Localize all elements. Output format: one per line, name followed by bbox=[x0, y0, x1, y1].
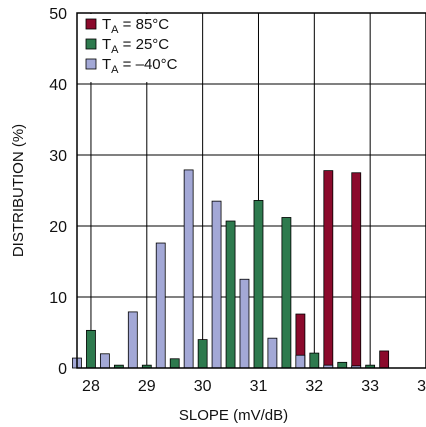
legend: TA = 85°CTA = 25°CTA = –40°C bbox=[78, 14, 190, 82]
bar-25C-32 bbox=[309, 352, 320, 369]
y-tick-label: 50 bbox=[49, 6, 67, 23]
x-tick-label: 29 bbox=[138, 378, 156, 395]
legend-swatch bbox=[85, 18, 97, 30]
x-axis-title: SLOPE (mV/dB) bbox=[179, 407, 288, 424]
legend-label: TA = 25°C bbox=[102, 36, 169, 56]
legend-background bbox=[78, 14, 190, 82]
tick-labels: 0 10 20 30 40 50 28 29 30 31 32 33 34 bbox=[49, 6, 426, 395]
plot-frame bbox=[76, 12, 426, 369]
bar-85C-33 bbox=[379, 350, 390, 369]
bar-25C-31_5 bbox=[281, 217, 292, 369]
y-tick-label: 0 bbox=[58, 361, 67, 378]
legend-swatch bbox=[85, 58, 97, 70]
y-axis-title: DISTRIBUTION (%) bbox=[10, 124, 27, 257]
bar-25C-31 bbox=[253, 200, 264, 369]
bar-25C-30_5 bbox=[225, 220, 236, 369]
bar-40C-30_5 bbox=[211, 200, 222, 369]
legend-label: TA = 85°C bbox=[102, 16, 169, 36]
bar-85C-32 bbox=[323, 170, 334, 369]
bar-40C-31_5 bbox=[267, 337, 278, 369]
bar-40C-30 bbox=[183, 169, 194, 369]
x-tick-label: 33 bbox=[361, 378, 379, 395]
bar-25C-30 bbox=[197, 339, 208, 369]
x-tick-label: 30 bbox=[194, 378, 212, 395]
x-tick-label: 28 bbox=[82, 378, 100, 395]
bars-layer bbox=[72, 169, 390, 369]
x-tick-label: 32 bbox=[305, 378, 323, 395]
bar-40C-29 bbox=[127, 311, 138, 369]
legend-swatch bbox=[85, 38, 97, 50]
y-tick-label: 30 bbox=[49, 148, 67, 165]
bar-40C-31 bbox=[239, 278, 250, 369]
legend-label: TA = –40°C bbox=[102, 56, 178, 76]
bar-25C-32_5 bbox=[337, 361, 348, 369]
bar-85C-32_5 bbox=[351, 172, 362, 369]
bar-40C-32 bbox=[295, 354, 306, 369]
y-tick-label: 40 bbox=[49, 77, 67, 94]
bar-40C-28_5 bbox=[99, 353, 110, 369]
bar-40C-29_5 bbox=[155, 242, 166, 369]
bar-25C-29_5 bbox=[169, 358, 180, 369]
x-tick-label: 31 bbox=[250, 378, 268, 395]
bar-25C-28 bbox=[86, 329, 96, 369]
y-tick-label: 10 bbox=[49, 290, 67, 307]
y-tick-label: 20 bbox=[49, 219, 67, 236]
x-tick-label: 34 bbox=[417, 378, 426, 395]
